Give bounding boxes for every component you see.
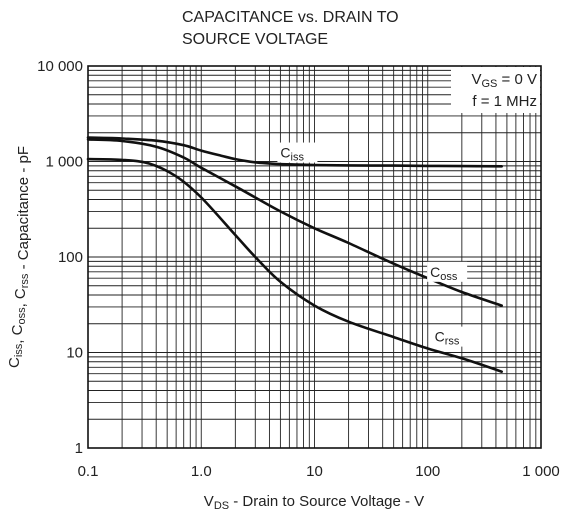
series-label-ciss: Ciss <box>280 145 304 164</box>
x-tick-label: 1 000 <box>522 463 560 480</box>
series-label-bg <box>277 142 318 163</box>
series-label-crss: Crss <box>435 329 460 348</box>
y-tick-label: 1 000 <box>45 154 83 171</box>
x-tick-label: 100 <box>415 463 440 480</box>
x-tick-label: 10 <box>306 463 323 480</box>
x-tick-label: 0.1 <box>78 463 99 480</box>
chart-title-line: CAPACITANCE vs. DRAIN TO <box>182 9 399 26</box>
y-tick-label: 10 000 <box>37 58 83 75</box>
y-tick-label: 1 <box>75 440 83 457</box>
axis-labels: VDS - Drain to Source Voltage - V Ciss, C… <box>6 146 424 512</box>
plot-frame <box>87 65 542 449</box>
y-tick-label: 10 <box>66 345 83 362</box>
series-label-bg <box>427 261 468 282</box>
x-axis-label: VDS - Drain to Source Voltage - V <box>204 493 424 512</box>
chart-series <box>86 136 503 373</box>
series-line-coss <box>86 138 503 307</box>
chart-title-line: SOURCE VOLTAGE <box>182 31 328 48</box>
chart-title: CAPACITANCE vs. DRAIN TO SOURCE VOLTAGE <box>182 9 399 48</box>
series-labels: Ciss Coss Crss <box>277 142 472 348</box>
conditions-box <box>451 67 540 113</box>
condition-text: VGS = 0 V <box>471 71 537 90</box>
condition-text: f = 1 MHz <box>472 93 537 110</box>
series-line-crss <box>86 157 503 373</box>
series-line-ciss <box>86 136 503 168</box>
y-axis-label: Ciss, Coss, Crss - Capacitance - pF <box>6 146 32 368</box>
x-tick-label: 1.0 <box>191 463 212 480</box>
tick-labels: 0.1 1.0 10 100 1 000 1 10 100 1 000 10 000 <box>37 58 560 480</box>
series-label-coss: Coss <box>430 264 458 283</box>
test-conditions: VGS = 0 V f = 1 MHz <box>451 67 540 113</box>
y-tick-label: 100 <box>58 249 83 266</box>
series-label-bg <box>431 326 472 347</box>
chart-grid <box>87 65 542 449</box>
